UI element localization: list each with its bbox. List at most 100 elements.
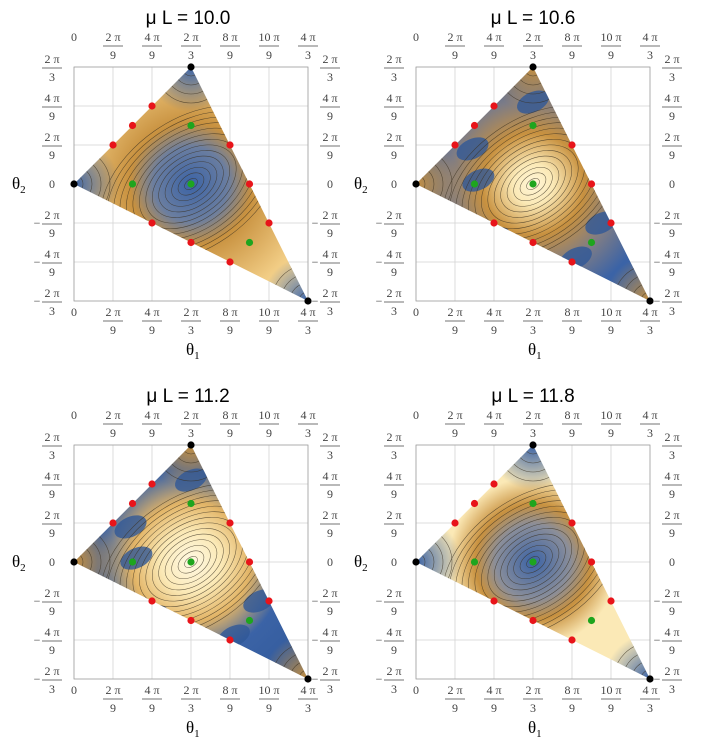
tick-den: 9 [49, 487, 55, 501]
red-point [148, 102, 156, 110]
tick-num: 4 π [44, 91, 59, 105]
tick-num: 8 π [564, 305, 579, 319]
tick-den: 9 [110, 426, 116, 440]
x-tick-label-top: 8 π9 [562, 30, 582, 62]
y-tick-label-left: 2 π3 [384, 430, 404, 462]
x-tick-label-bottom: 4 π9 [484, 305, 504, 337]
y-tick-label-right: 0 [327, 555, 333, 569]
tick-num: 2 π [386, 430, 401, 444]
tick-den: 9 [608, 701, 614, 715]
panel-title: μ L = 10.0 [146, 8, 231, 29]
tick-num: 2 π [322, 208, 337, 222]
tick-num: 2 π [386, 130, 401, 144]
y-tick-label-right: 0 [669, 555, 675, 569]
tick-num: 10 π [600, 408, 621, 422]
tick-text: 0 [49, 555, 55, 569]
y-axis-label: θ2 [12, 174, 26, 196]
tick-num: 4 π [642, 683, 657, 697]
tick-sign: − [376, 294, 383, 308]
tick-num: 2 π [386, 664, 401, 678]
tick-sign: − [312, 255, 319, 269]
tick-num: 10 π [258, 305, 279, 319]
y-tick-label-left: −2 π 3 [376, 664, 404, 696]
tick-num: 2 π [664, 286, 679, 300]
tick-num: 2 π [525, 30, 540, 44]
y-tick-label-right: 2 π9 [320, 130, 340, 162]
tick-num: 2 π [322, 130, 337, 144]
tick-sign: − [654, 294, 661, 308]
x-tick-label-bottom: 2 π3 [181, 683, 201, 715]
y-tick-label-right: 4 π9 [662, 469, 682, 501]
y-tick-label-left: 2 π9 [384, 508, 404, 540]
tick-den: 9 [569, 48, 575, 62]
x-tick-label-top: 4 π3 [640, 30, 660, 62]
x-tick-label-top: 2 π3 [181, 408, 201, 440]
tick-num: 2 π [322, 430, 337, 444]
green-point [245, 616, 254, 625]
tick-den: 9 [391, 643, 397, 657]
tick-den: 9 [110, 701, 116, 715]
tick-den: 3 [327, 682, 333, 696]
red-point [148, 597, 156, 605]
x-tick-label-top: 4 π3 [640, 408, 660, 440]
tick-text: 0 [413, 30, 419, 44]
y-tick-label-left: −2 π 9 [376, 586, 404, 618]
tick-sign: − [312, 294, 319, 308]
tick-den: 9 [452, 323, 458, 337]
tick-den: 9 [452, 48, 458, 62]
tick-den: 9 [391, 148, 397, 162]
tick-den: 9 [569, 426, 575, 440]
black-point [187, 63, 195, 71]
tick-num: 4 π [322, 247, 337, 261]
green-point [587, 238, 596, 247]
y-axis-label: θ2 [12, 552, 26, 574]
black-point [412, 558, 420, 566]
y-tick-label-left: −4 π 9 [376, 247, 404, 279]
tick-den: 9 [266, 323, 272, 337]
red-point [265, 219, 273, 227]
tick-sign: − [312, 216, 319, 230]
tick-num: 8 π [222, 30, 237, 44]
red-point [529, 238, 537, 247]
black-point [70, 180, 78, 188]
tick-text: 0 [71, 30, 77, 44]
y-tick-label-right: 0 [327, 177, 333, 191]
tick-sign: − [34, 633, 41, 647]
tick-num: 10 π [600, 305, 621, 319]
x-tick-label-top: 2 π9 [445, 30, 465, 62]
tick-num: 2 π [105, 305, 120, 319]
black-point [70, 558, 78, 566]
y-tick-label-right: 2 π3 [320, 430, 340, 462]
x-tick-label-top: 4 π3 [298, 30, 318, 62]
green-point [187, 121, 195, 130]
tick-num: 10 π [258, 683, 279, 697]
black-point [529, 63, 537, 71]
tick-text: 0 [669, 555, 675, 569]
tick-den: 3 [669, 304, 675, 318]
tick-den: 9 [327, 643, 333, 657]
tick-num: 4 π [44, 247, 59, 261]
tick-num: 2 π [105, 30, 120, 44]
tick-sign: − [34, 294, 41, 308]
tick-den: 9 [669, 109, 675, 123]
tick-num: 4 π [300, 305, 315, 319]
y-tick-label-left: −2 π 3 [34, 664, 62, 696]
tick-num: 2 π [664, 508, 679, 522]
tick-num: 4 π [486, 683, 501, 697]
tick-num: 8 π [222, 408, 237, 422]
y-tick-label-left: −2 π 9 [34, 586, 62, 618]
tick-den: 3 [305, 323, 311, 337]
x-tick-label-bottom: 2 π9 [445, 683, 465, 715]
tick-den: 9 [491, 426, 497, 440]
tick-num: 4 π [144, 305, 159, 319]
tick-den: 3 [327, 70, 333, 84]
y-tick-label-right: −2 π 9 [312, 208, 340, 240]
red-point [490, 219, 498, 227]
tick-num: 10 π [258, 30, 279, 44]
y-tick-label-right: −2 π 9 [654, 208, 682, 240]
red-point [568, 519, 576, 527]
tick-den: 9 [49, 109, 55, 123]
tick-den: 3 [647, 48, 653, 62]
